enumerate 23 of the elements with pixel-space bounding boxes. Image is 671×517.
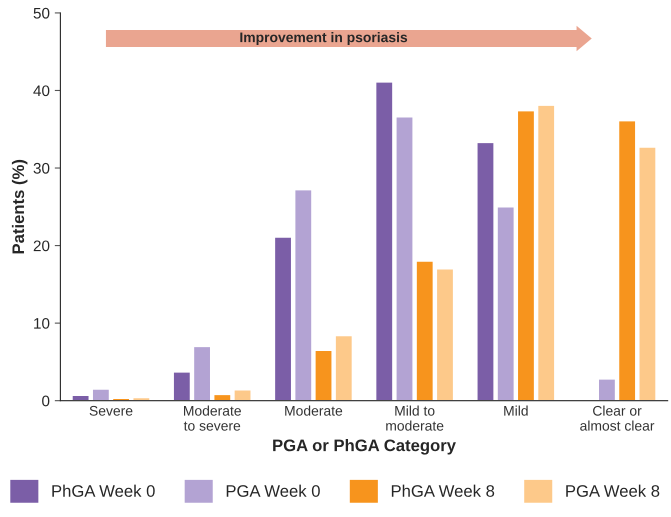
legend-label: PGA Week 0 (226, 484, 320, 497)
bar (598, 378, 616, 401)
y-axis-title: Patients (%) (12, 160, 28, 254)
bar (536, 104, 556, 401)
x-axis-title: PGA or PhGA Category (273, 439, 456, 455)
y-tick-label: 0 (42, 396, 50, 406)
y-tick-label: 10 (34, 318, 50, 329)
legend-label: PhGA Week 0 (52, 484, 155, 497)
x-tick-label: Mild to moderate (386, 406, 444, 431)
x-tick-label: Mild (504, 406, 528, 416)
legend-label: PhGA Week 8 (392, 484, 494, 497)
bar (172, 371, 192, 401)
x-tick-label: Clear or almost clear (580, 406, 654, 431)
annotation: Improvement in psoriasis (240, 32, 408, 45)
y-tick-label: 40 (33, 85, 50, 96)
x-tick-label: Moderate (285, 406, 342, 416)
x-tick-label: Moderate to severe (184, 406, 241, 431)
y-tick-label: 20 (34, 240, 50, 252)
legend-label: PGA Week 8 (566, 484, 660, 497)
bar (233, 389, 252, 401)
x-tick-label: Severe (90, 406, 132, 416)
y-tick-label: 30 (34, 162, 50, 174)
y-tick-label: 50 (34, 8, 50, 19)
